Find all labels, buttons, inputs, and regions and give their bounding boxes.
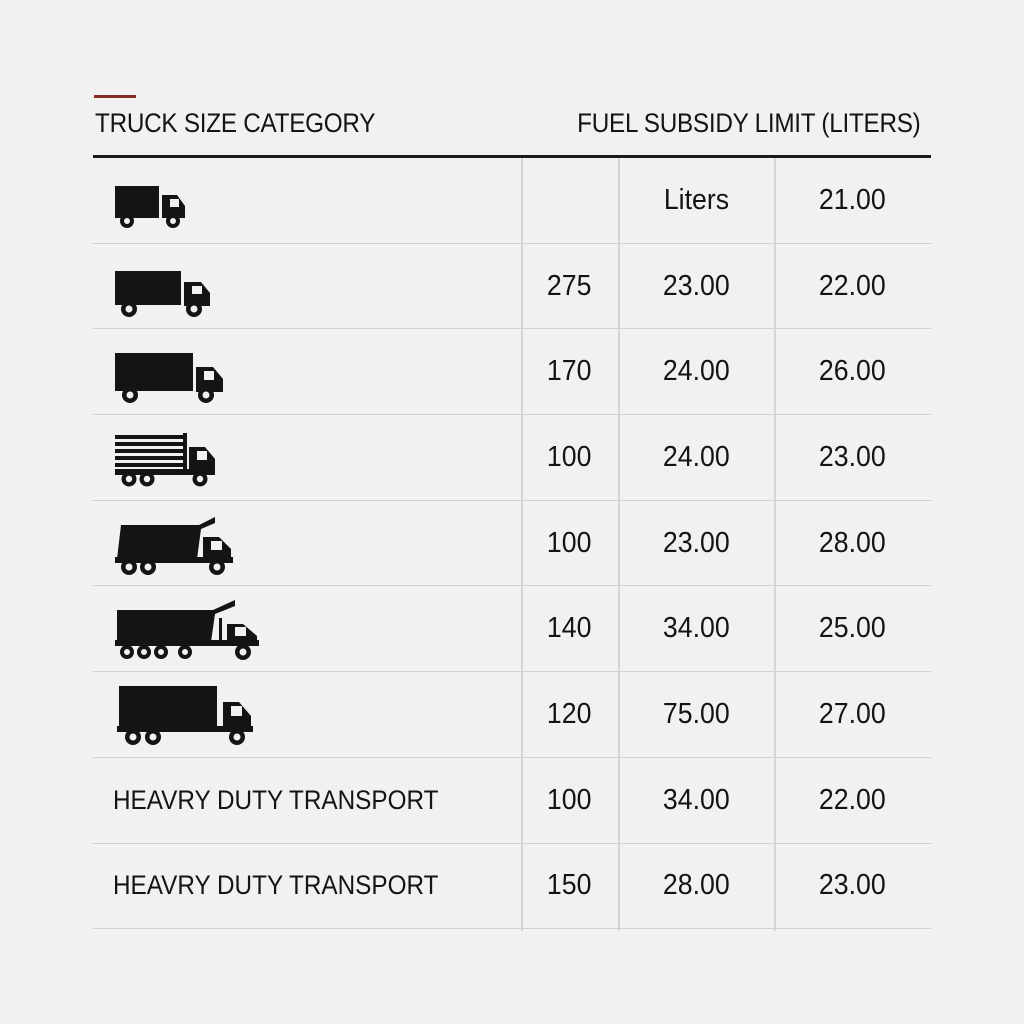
value-cell: 23.00 — [662, 526, 730, 559]
value-cell: 22.00 — [819, 269, 886, 302]
category-label: HEAVRY DUTY TRANSPORT — [113, 870, 439, 901]
column-divider — [774, 158, 776, 931]
dump-truck-icon — [115, 516, 233, 575]
table-row: 120 75.00 27.00 — [93, 672, 931, 758]
box-truck-icon — [115, 270, 210, 317]
category-column-header: TRUCK SIZE CATEGORY — [95, 108, 376, 138]
category-cell — [93, 244, 521, 329]
table-row: 140 34.00 25.00 — [93, 586, 931, 673]
subsidy-table: Liters 21.00 275 23.00 22.00 — [93, 158, 931, 930]
value-cell: 100 — [547, 440, 592, 473]
table-row: HEAVRY DUTY TRANSPORT 100 34.00 22.00 — [93, 758, 931, 844]
small-box-truck-icon — [115, 186, 185, 228]
accent-rule — [94, 95, 136, 98]
table-row: 100 24.00 23.00 — [93, 415, 931, 501]
value-cell: 26.00 — [819, 355, 886, 388]
category-cell — [93, 672, 521, 757]
value-cell: 24.00 — [662, 440, 730, 473]
value-cell: 23.00 — [819, 440, 886, 473]
value-cell: 21.00 — [819, 183, 886, 216]
value-cell: 28.00 — [662, 869, 730, 902]
category-cell — [93, 329, 521, 414]
column-divider — [618, 158, 620, 931]
value-cell: 25.00 — [819, 612, 886, 645]
value-cell: 170 — [547, 355, 592, 388]
value-cell: 24.00 — [662, 355, 730, 388]
subsidy-column-header: FUEL SUBSIDY LIMIT (LITERS) — [576, 108, 921, 138]
header-rule — [93, 155, 931, 158]
large-box-truck-icon — [115, 353, 223, 404]
value-cell: 100 — [547, 526, 592, 559]
value-cell: Liters — [663, 183, 729, 216]
category-cell — [93, 501, 521, 586]
category-cell — [93, 158, 521, 243]
value-cell: 27.00 — [819, 697, 886, 730]
category-cell — [93, 586, 521, 671]
value-cell: 23.00 — [819, 869, 886, 902]
value-cell — [521, 158, 618, 243]
value-cell: 23.00 — [662, 269, 730, 302]
value-cell: 75.00 — [662, 697, 730, 730]
value-cell: 150 — [547, 869, 592, 902]
category-label: HEAVRY DUTY TRANSPORT — [113, 784, 439, 815]
value-cell: 275 — [547, 269, 592, 302]
value-cell: 120 — [547, 697, 592, 730]
value-cell: 28.00 — [819, 526, 886, 559]
table-row: Liters 21.00 — [93, 158, 931, 244]
value-cell: 34.00 — [662, 612, 730, 645]
table-row: 275 23.00 22.00 — [93, 244, 931, 330]
table-row: 170 24.00 26.00 — [93, 329, 931, 416]
category-cell — [93, 415, 521, 500]
heavy-dump-truck-icon — [115, 600, 259, 661]
value-cell: 140 — [547, 612, 592, 645]
table-row: 100 23.00 28.00 — [93, 501, 931, 587]
flatbed-truck-icon — [115, 433, 215, 487]
table-row: HEAVRY DUTY TRANSPORT 150 28.00 23.00 — [93, 844, 931, 930]
column-divider — [521, 158, 523, 931]
value-cell: 22.00 — [819, 783, 886, 816]
cargo-truck-icon — [117, 686, 253, 746]
value-cell: 100 — [547, 783, 592, 816]
value-cell: 34.00 — [662, 783, 730, 816]
